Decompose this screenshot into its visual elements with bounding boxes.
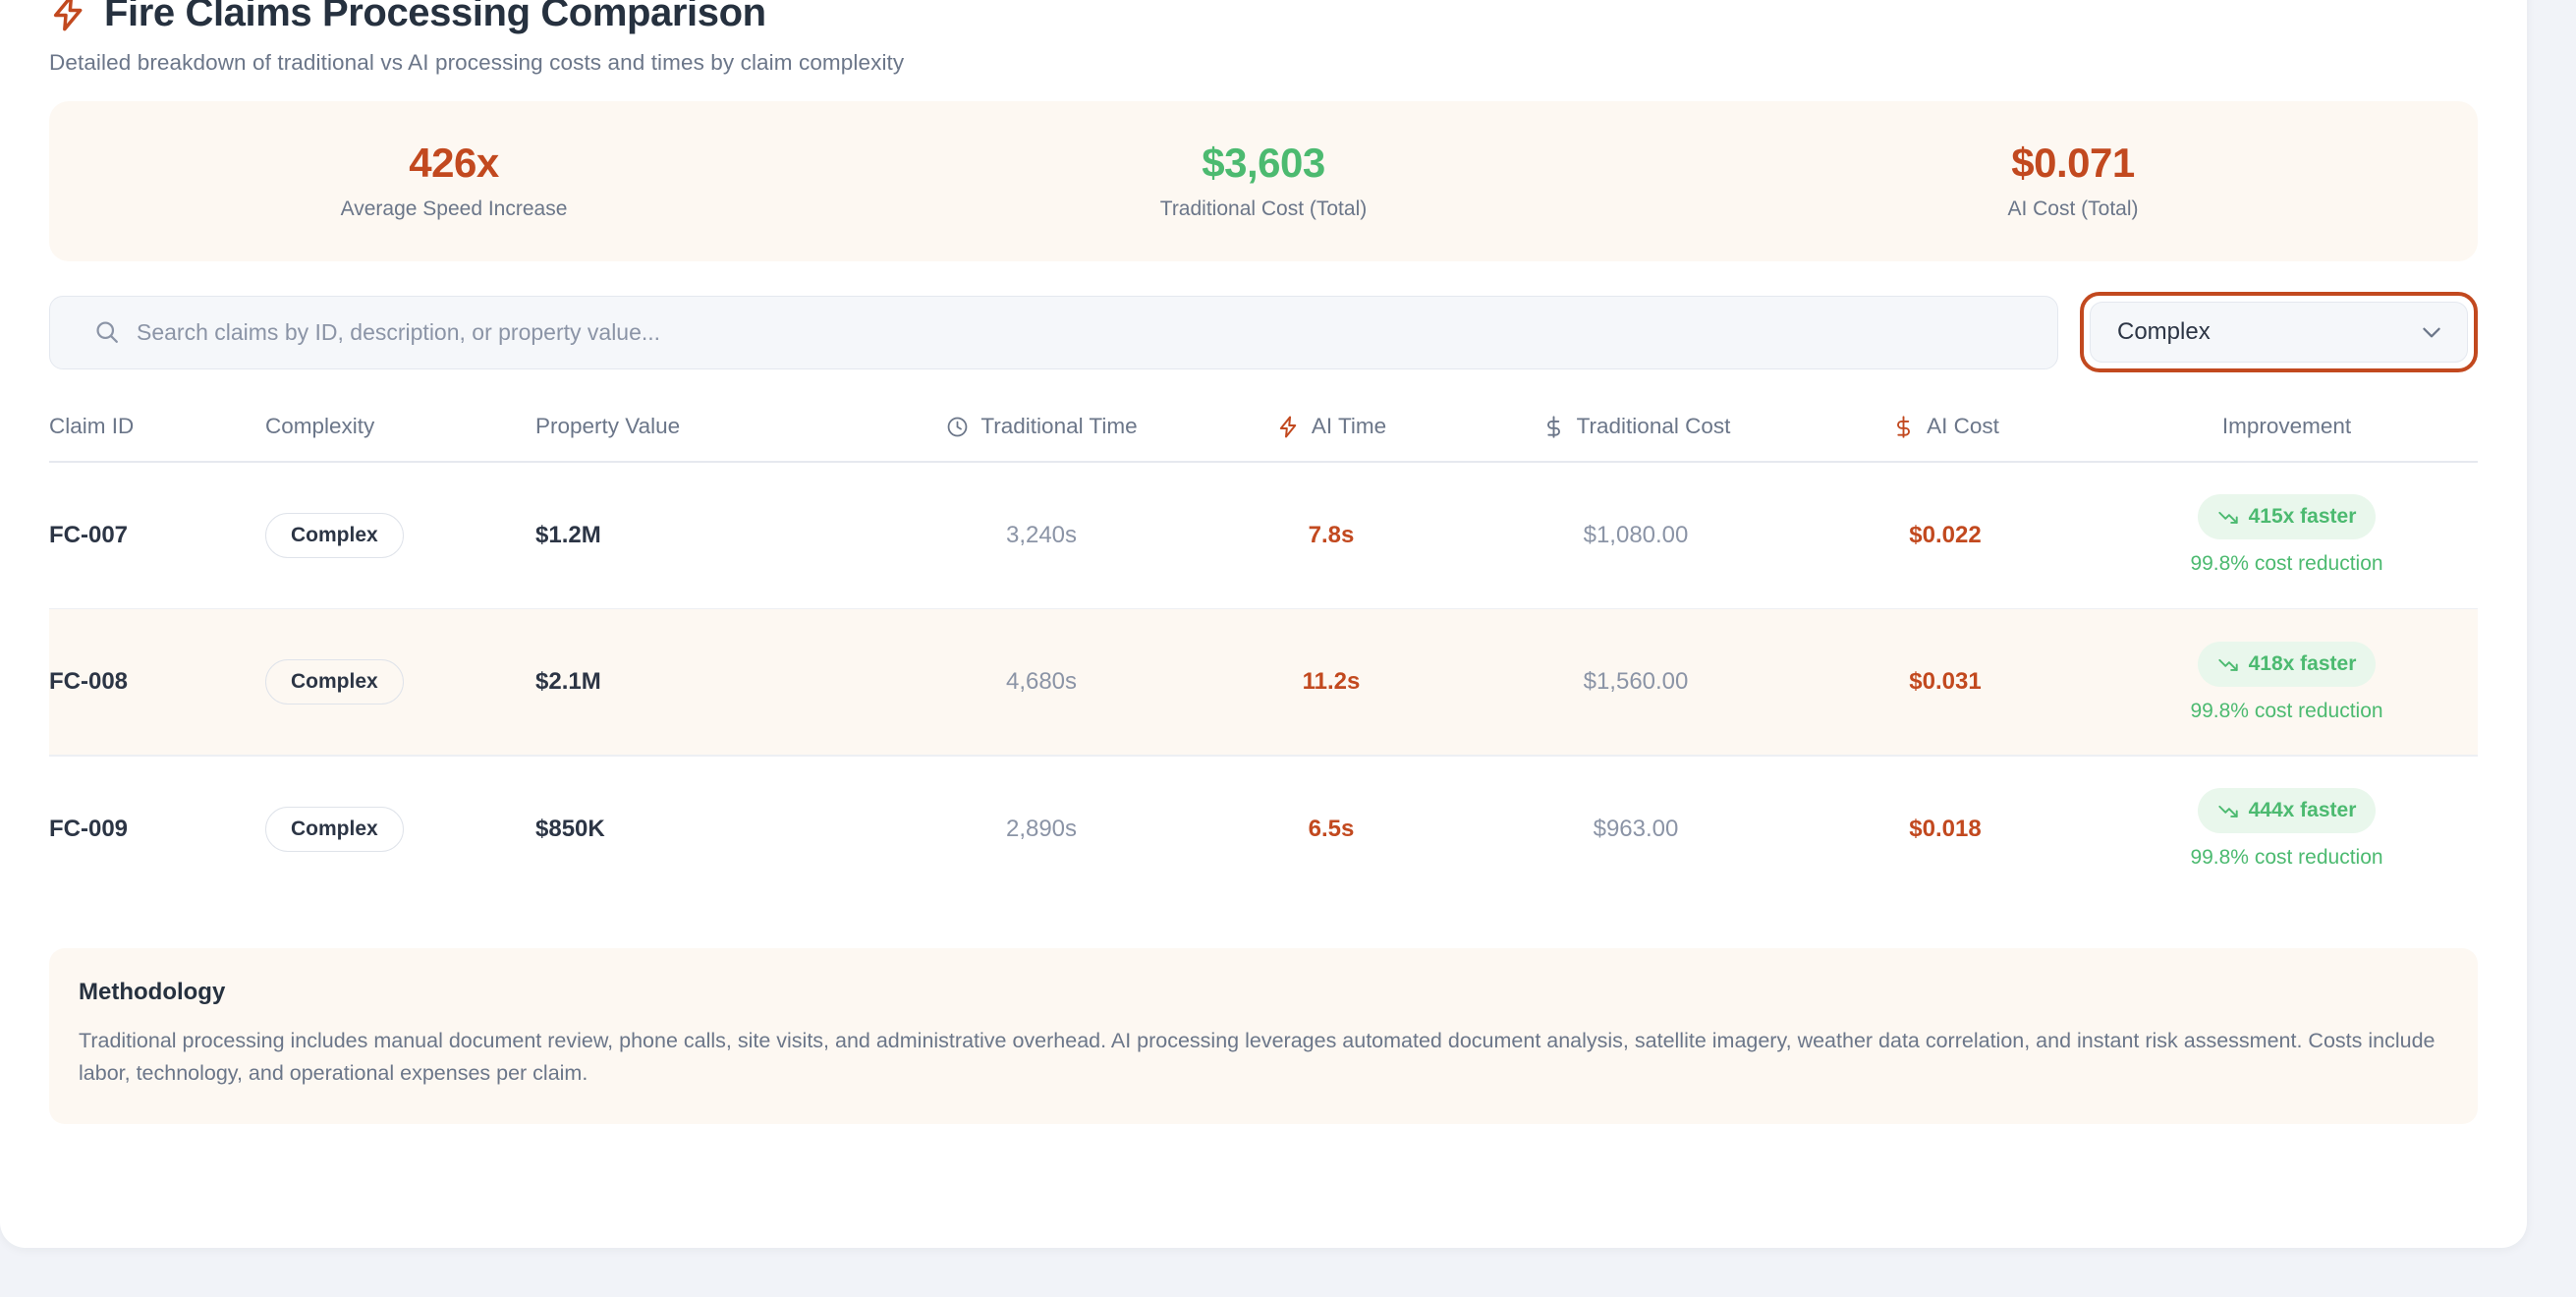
search-icon bbox=[96, 321, 118, 343]
stat-value: 426x bbox=[409, 139, 499, 186]
table-row[interactable]: FC-007 Complex $1.2M 3,240s 7.8s $1,080.… bbox=[49, 463, 2478, 608]
table-row-divider bbox=[49, 755, 2478, 757]
cell-traditional-time: 2,890s bbox=[1005, 815, 1078, 842]
column-header-traditional-time: Traditional Time bbox=[889, 414, 1194, 461]
column-header-property-value: Property Value bbox=[535, 414, 889, 461]
cell-traditional-cost: $963.00 bbox=[1593, 815, 1679, 842]
table-header-row: Claim ID Complexity Property Value Tradi… bbox=[49, 414, 2478, 461]
column-header-ai-time: AI Time bbox=[1194, 414, 1469, 461]
cell-complexity: Complex bbox=[265, 505, 535, 566]
cost-reduction-label: 99.8% cost reduction bbox=[2190, 846, 2383, 870]
improvement-badge-label: 444x faster bbox=[2248, 799, 2357, 822]
column-header-label: Traditional Cost bbox=[1576, 414, 1731, 438]
cell-property-value: $2.1M bbox=[535, 668, 601, 696]
search-input[interactable] bbox=[137, 296, 2012, 368]
lightning-bolt-icon bbox=[1279, 416, 1297, 437]
page-subtitle: Detailed breakdown of traditional vs AI … bbox=[49, 50, 905, 75]
cell-traditional-time: 3,240s bbox=[1005, 521, 1078, 548]
column-header-label: Improvement bbox=[2221, 414, 2352, 438]
complexity-filter-focus-ring: Complex bbox=[2080, 292, 2478, 372]
column-header-label: Complexity bbox=[265, 414, 375, 438]
improvement-badge-label: 415x faster bbox=[2248, 505, 2357, 529]
complexity-badge: Complex bbox=[265, 512, 404, 558]
table-header-divider bbox=[49, 461, 2478, 463]
improvement-badge: 444x faster bbox=[2197, 788, 2377, 834]
column-header-label: Property Value bbox=[535, 414, 681, 438]
summary-stats-bar: 426x Average Speed Increase $3,603 Tradi… bbox=[49, 101, 2478, 261]
improvement-badge: 415x faster bbox=[2197, 494, 2377, 540]
dollar-icon bbox=[1546, 415, 1560, 438]
cell-ai-time: 7.8s bbox=[1308, 521, 1355, 548]
controls-bar: Complex bbox=[49, 292, 2478, 372]
improvement-badge: 418x faster bbox=[2197, 641, 2377, 687]
chevron-down-icon bbox=[2423, 327, 2440, 338]
cell-ai-time: 11.2s bbox=[1302, 668, 1361, 696]
cell-claim-id: FC-007 bbox=[49, 521, 129, 548]
column-header-traditional-cost: Traditional Cost bbox=[1469, 414, 1803, 461]
claims-table: Claim ID Complexity Property Value Tradi… bbox=[49, 414, 2478, 902]
column-header-label: AI Cost bbox=[1927, 414, 1999, 438]
improvement-badge-label: 418x faster bbox=[2248, 651, 2357, 675]
methodology-panel: Methodology Traditional processing inclu… bbox=[49, 947, 2478, 1124]
complexity-badge: Complex bbox=[265, 806, 404, 852]
cell-improvement: 444x faster 99.8% cost reduction bbox=[2088, 780, 2486, 877]
cell-claim-id: FC-008 bbox=[49, 668, 129, 696]
column-header-improvement: Improvement bbox=[2088, 414, 2486, 461]
clock-icon bbox=[948, 417, 968, 436]
stat-label: Traditional Cost (Total) bbox=[1159, 197, 1368, 221]
dollar-icon bbox=[1897, 415, 1910, 438]
stat-value: $0.071 bbox=[2011, 139, 2135, 186]
column-header-label: Claim ID bbox=[49, 414, 135, 438]
stat-average-speed-increase: 426x Average Speed Increase bbox=[49, 141, 859, 221]
claims-comparison-card: Fire Claims Processing Comparison Detail… bbox=[0, 0, 2527, 1248]
table-row-divider bbox=[49, 607, 2478, 610]
title-row: Fire Claims Processing Comparison bbox=[49, 0, 2478, 33]
cell-improvement: 418x faster 99.8% cost reduction bbox=[2088, 634, 2486, 731]
lightning-bolt-icon bbox=[53, 0, 83, 31]
cell-property-value: $850K bbox=[535, 815, 605, 842]
stat-label: AI Cost (Total) bbox=[2007, 197, 2139, 221]
trending-down-icon bbox=[2217, 512, 2238, 525]
cell-traditional-cost: $1,560.00 bbox=[1583, 668, 1689, 696]
stat-value: $3,603 bbox=[1202, 139, 1325, 186]
cell-claim-id: FC-009 bbox=[49, 815, 129, 842]
page-title: Fire Claims Processing Comparison bbox=[104, 0, 766, 34]
trending-down-icon bbox=[2217, 658, 2238, 671]
cell-complexity: Complex bbox=[265, 799, 535, 860]
column-header-complexity: Complexity bbox=[265, 414, 535, 461]
trending-down-icon bbox=[2217, 806, 2238, 818]
cell-ai-cost: $0.022 bbox=[1909, 521, 1982, 548]
methodology-title: Methodology bbox=[79, 978, 226, 1005]
cost-reduction-label: 99.8% cost reduction bbox=[2190, 699, 2383, 722]
cell-property-value: $1.2M bbox=[535, 521, 601, 548]
cell-ai-time: 6.5s bbox=[1308, 815, 1355, 842]
table-row[interactable]: FC-008 Complex $2.1M 4,680s 11.2s $1,560… bbox=[49, 609, 2478, 756]
stat-traditional-cost-total: $3,603 Traditional Cost (Total) bbox=[859, 141, 1668, 221]
cell-complexity: Complex bbox=[265, 651, 535, 712]
cell-ai-cost: $0.018 bbox=[1909, 815, 1982, 842]
complexity-filter-value: Complex bbox=[2117, 318, 2211, 345]
column-header-label: AI Time bbox=[1311, 414, 1387, 438]
cost-reduction-label: 99.8% cost reduction bbox=[2190, 552, 2383, 576]
column-header-label: Traditional Time bbox=[980, 414, 1138, 438]
search-field[interactable] bbox=[49, 295, 2058, 369]
table-row[interactable]: FC-009 Complex $850K 2,890s 6.5s $963.00… bbox=[49, 757, 2478, 902]
cell-improvement: 415x faster 99.8% cost reduction bbox=[2088, 486, 2486, 584]
complexity-filter-select[interactable]: Complex bbox=[2090, 302, 2468, 363]
complexity-badge: Complex bbox=[265, 659, 404, 705]
cell-traditional-cost: $1,080.00 bbox=[1583, 521, 1689, 548]
cell-traditional-time: 4,680s bbox=[1005, 668, 1078, 696]
cell-ai-cost: $0.031 bbox=[1909, 668, 1982, 696]
methodology-body: Traditional processing includes manual d… bbox=[79, 1028, 2436, 1086]
column-header-ai-cost: AI Cost bbox=[1803, 414, 2088, 461]
stat-ai-cost-total: $0.071 AI Cost (Total) bbox=[1668, 141, 2478, 221]
stat-label: Average Speed Increase bbox=[340, 197, 568, 221]
card-header: Fire Claims Processing Comparison Detail… bbox=[28, 0, 2499, 76]
column-header-claim-id: Claim ID bbox=[49, 414, 265, 461]
